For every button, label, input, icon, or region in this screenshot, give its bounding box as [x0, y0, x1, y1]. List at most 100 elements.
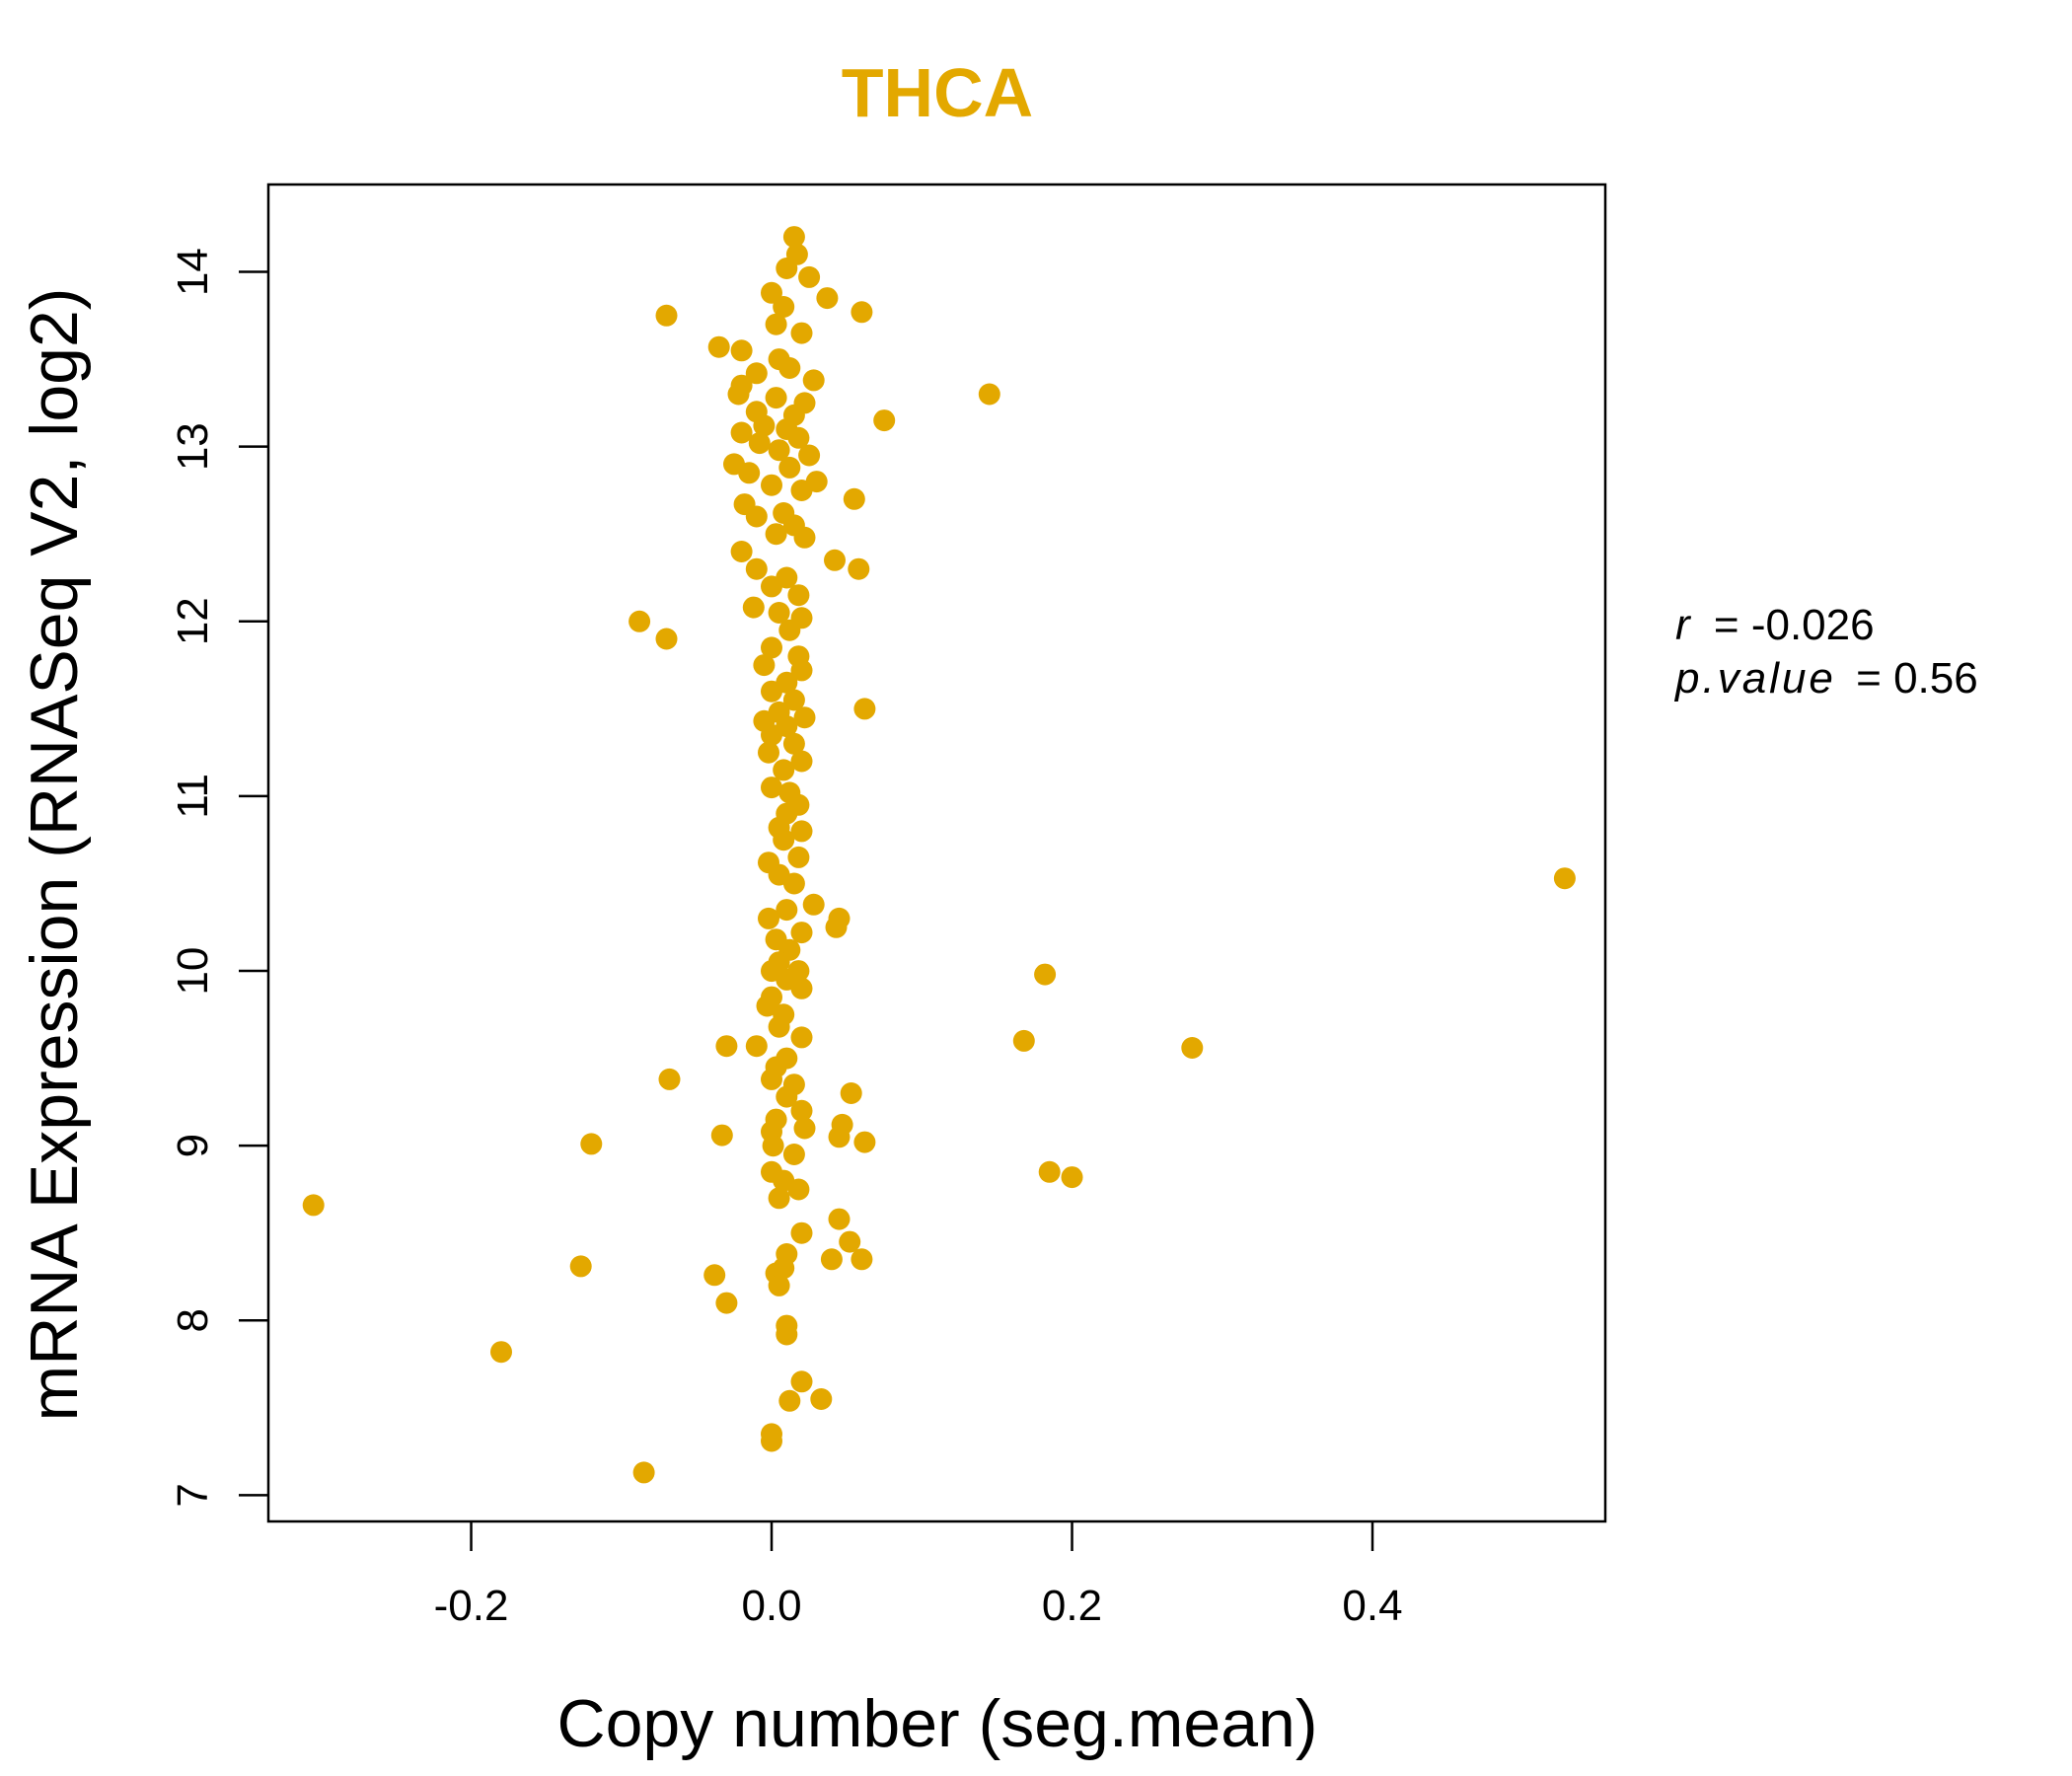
data-point: [1034, 963, 1057, 986]
y-tick-label: 14: [169, 248, 217, 296]
y-axis-label: mRNA Expression (RNASeq V2, log2): [17, 288, 92, 1422]
y-tick-label: 8: [169, 1308, 217, 1332]
p-label: p.value: [1673, 654, 1836, 703]
data-point: [798, 444, 821, 467]
data-point: [787, 426, 810, 449]
data-point: [787, 1178, 810, 1201]
data-point: [790, 480, 813, 501]
data-point: [655, 628, 678, 650]
data-point: [765, 523, 787, 546]
data-point: [761, 723, 782, 746]
data-point: [790, 322, 813, 344]
data-point: [776, 899, 798, 922]
data-point: [782, 872, 805, 895]
data-point: [768, 602, 790, 624]
data-point: [1181, 1037, 1204, 1059]
data-point: [853, 698, 876, 720]
data-point: [828, 1208, 851, 1230]
data-points: [302, 226, 1576, 1484]
data-point: [761, 575, 782, 598]
data-point: [790, 820, 813, 843]
data-point: [758, 907, 779, 929]
data-point: [655, 304, 678, 327]
r-label: r: [1675, 601, 1692, 649]
data-point: [773, 829, 795, 851]
data-point: [1553, 867, 1576, 890]
p-value: 0.56: [1893, 654, 1978, 703]
data-point: [790, 922, 813, 944]
data-point: [748, 432, 771, 455]
data-point: [782, 689, 805, 711]
correlation-stats: r = -0.026 p.value = 0.56: [1673, 601, 1978, 703]
data-point: [569, 1255, 592, 1278]
data-point: [793, 706, 816, 729]
data-point: [632, 1461, 655, 1484]
data-point: [782, 1144, 805, 1165]
data-point: [768, 439, 790, 462]
x-tick-label: -0.2: [434, 1582, 509, 1630]
x-tick-label: 0.2: [1042, 1582, 1102, 1630]
data-point: [745, 1035, 768, 1058]
data-point: [824, 549, 846, 571]
y-tick-label: 7: [169, 1483, 217, 1507]
data-point: [840, 1082, 862, 1104]
data-point: [753, 414, 776, 437]
data-point: [778, 456, 801, 479]
data-point: [776, 258, 798, 279]
data-point: [787, 584, 810, 607]
y-axis: 7 8 9 10 11 12 13 14: [169, 248, 268, 1508]
data-point: [839, 1230, 861, 1253]
data-point: [703, 1264, 726, 1287]
data-point: [707, 335, 730, 358]
data-point: [802, 893, 825, 916]
data-point: [798, 265, 821, 288]
data-point: [1038, 1160, 1061, 1183]
data-point: [873, 409, 896, 432]
data-point: [762, 1135, 784, 1157]
data-point: [758, 741, 779, 764]
x-tick-label: 0.0: [741, 1582, 801, 1630]
data-point: [810, 1388, 833, 1410]
data-point: [738, 462, 761, 484]
data-point: [727, 383, 750, 406]
data-point: [629, 610, 651, 632]
data-point: [761, 474, 782, 496]
p-equals: =: [1856, 654, 1882, 703]
data-point: [1061, 1166, 1083, 1189]
data-point: [782, 732, 805, 755]
y-tick-label: 11: [169, 774, 217, 819]
chart-title: THCA: [842, 54, 1033, 131]
data-point: [730, 421, 753, 444]
data-point: [782, 226, 805, 249]
x-axis-label: Copy number (seg.mean): [556, 1686, 1317, 1761]
data-point: [802, 369, 825, 392]
data-point: [580, 1133, 603, 1155]
y-tick-label: 13: [169, 422, 217, 471]
data-point: [790, 977, 813, 999]
r-equals: =: [1714, 601, 1739, 649]
data-point: [745, 362, 768, 385]
data-point: [825, 916, 848, 938]
data-point: [776, 1323, 798, 1346]
data-point: [790, 1370, 813, 1393]
data-point: [773, 296, 795, 318]
data-point: [851, 301, 873, 324]
data-point: [742, 596, 765, 619]
data-point: [765, 387, 787, 409]
data-point: [490, 1341, 512, 1364]
data-point: [790, 1026, 813, 1049]
data-point: [730, 339, 753, 362]
y-tick-label: 12: [169, 597, 217, 645]
data-point: [302, 1194, 325, 1217]
data-point: [790, 659, 813, 682]
data-point: [853, 1131, 876, 1153]
data-point: [745, 557, 768, 580]
plot-frame: [266, 183, 1607, 1523]
data-point: [710, 1124, 733, 1147]
data-point: [778, 619, 801, 641]
data-point: [828, 1126, 851, 1148]
data-point: [730, 541, 753, 562]
data-point: [1012, 1029, 1035, 1052]
data-point: [761, 1068, 782, 1090]
